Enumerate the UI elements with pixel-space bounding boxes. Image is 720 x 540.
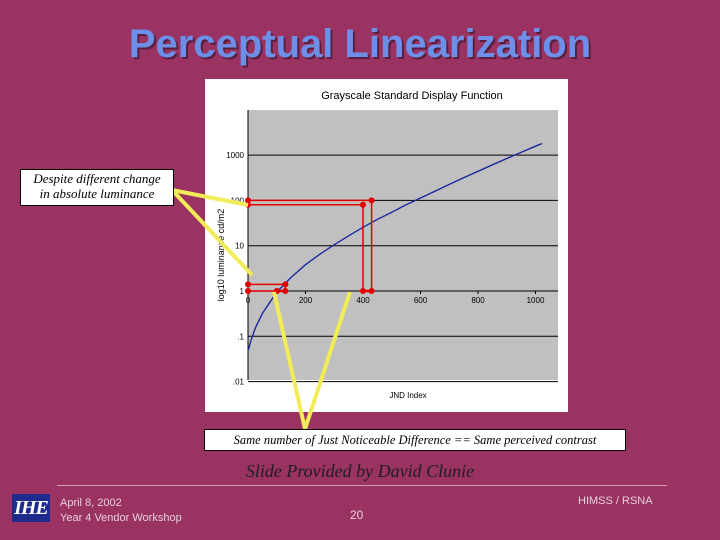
x-tick-label: 600 — [414, 296, 428, 305]
callout-left-line-2: in absolute luminance — [39, 186, 155, 201]
page-number: 20 — [350, 508, 364, 522]
plot-area — [248, 110, 558, 380]
chart-title: Grayscale Standard Display Function — [321, 90, 503, 102]
slide-title: Perceptual Linearization — [128, 22, 592, 66]
footer-organization: HIMSS / RSNA — [578, 495, 653, 507]
x-tick-label: 200 — [299, 296, 313, 305]
marker-dot — [360, 288, 366, 294]
x-tick-label: 0 — [246, 296, 251, 305]
y-tick-label: 100 — [231, 196, 245, 205]
marker-dot — [360, 201, 366, 208]
footer-divider — [57, 485, 667, 486]
ihe-logo: IHE — [12, 494, 50, 522]
marker-dot — [368, 288, 375, 294]
callout-different-change: Despite different change in absolute lum… — [20, 169, 174, 206]
x-tick-label: 400 — [356, 296, 370, 305]
x-axis-label: JND Index — [389, 391, 426, 400]
y-tick-label: 1000 — [226, 151, 244, 160]
x-tick-label: 800 — [471, 296, 485, 305]
slide-credit: Slide Provided by David Clunie — [245, 461, 475, 481]
yellow-pointers — [170, 188, 352, 430]
marker-dot — [245, 197, 251, 204]
y-axis-label: log10 luminance cd/m2 — [216, 209, 226, 302]
jnd-interval-marker — [245, 281, 289, 294]
marker-dot — [245, 281, 251, 288]
y-tick-label: 1 — [240, 287, 245, 296]
y-tick-label: .01 — [233, 378, 245, 387]
footer-date: April 8, 2002 — [60, 497, 122, 509]
footer-workshop: Year 4 Vendor Workshop — [60, 512, 182, 524]
callout-left-line-1: Despite different change — [33, 171, 161, 186]
marker-dot — [368, 197, 375, 204]
marker-dot — [282, 288, 289, 294]
callout-same-jnd: Same number of Just Noticeable Differenc… — [204, 429, 626, 451]
x-tick-label: 1000 — [527, 296, 545, 305]
y-tick-label: .1 — [237, 332, 244, 341]
marker-dot — [245, 288, 251, 294]
y-tick-label: 10 — [235, 242, 244, 251]
marker-dot — [282, 281, 289, 288]
